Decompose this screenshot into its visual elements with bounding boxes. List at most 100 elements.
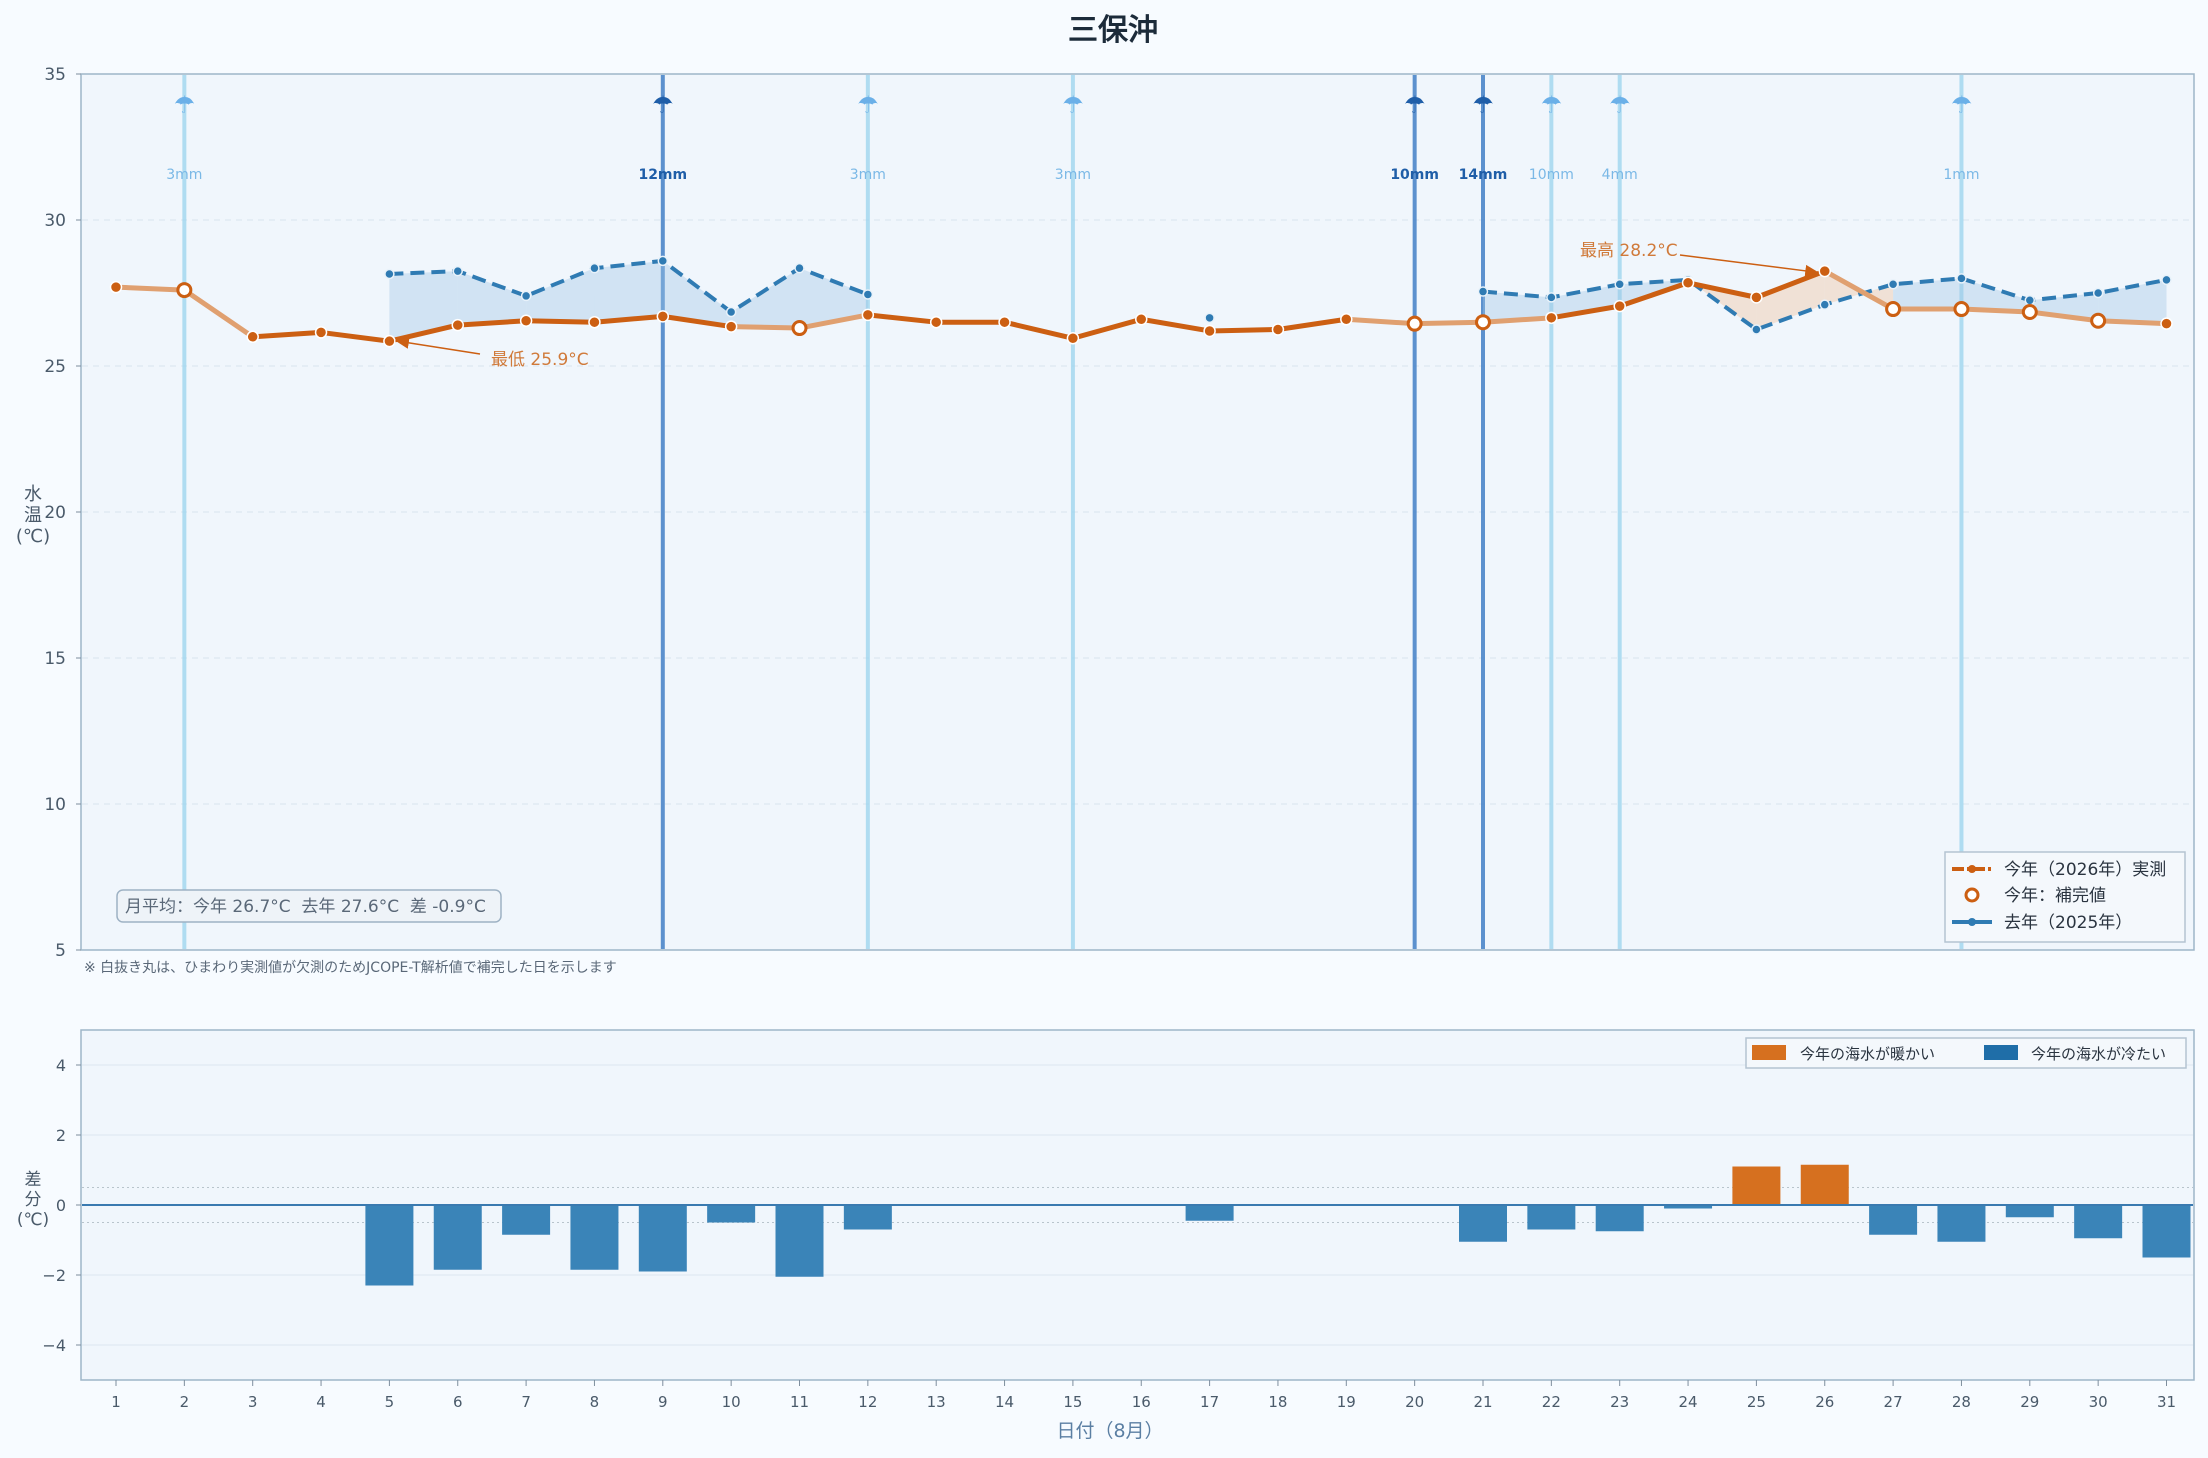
y-tick-label: 4: [56, 1056, 66, 1075]
umbrella-icon: ☂: [857, 91, 879, 119]
rain-amount-label: 3mm: [166, 167, 202, 183]
rain-marker-day-15: ☂ 3mm: [1055, 75, 1091, 949]
min-max-annotations: 最低 25.9°C 最高 28.2°C: [395, 241, 1819, 370]
last-year-point: [1546, 292, 1557, 303]
difference-bar-day-17: [1185, 1205, 1234, 1221]
difference-bar-day-31: [2142, 1205, 2191, 1258]
difference-legend: 今年の海水が暖かい 今年の海水が冷たい: [1745, 1037, 2187, 1069]
this-year-point: [724, 320, 738, 333]
this-year-line-segment: [1412, 319, 1486, 327]
difference-bar-day-26: [1800, 1164, 1849, 1205]
this-year-line-segment: [2027, 309, 2101, 324]
x-tick-label: 9: [658, 1393, 668, 1411]
difference-fill-segment: [662, 260, 732, 327]
difference-fill-segment: [1688, 279, 1757, 330]
temperature-legend: 今年（2026年）実測 今年：補完値 去年（2025年）: [1944, 851, 2186, 943]
umbrella-icon: ☂: [1541, 91, 1563, 119]
difference-fill-segment: [526, 268, 595, 323]
imputation-note: ※ 白抜き丸は、ひまわり実測値が欠測のためJCOPE-T解析値で補完した日を示し…: [84, 960, 617, 976]
legend-this-year-actual: 今年（2026年）実測: [1952, 860, 2166, 880]
rain-amount-label: 12mm: [638, 167, 687, 183]
this-year-point: [998, 315, 1011, 329]
x-tick-label: 23: [1610, 1393, 1629, 1411]
this-year-line-segment: [1548, 303, 1623, 321]
this-year-line-segment: [1617, 280, 1691, 309]
this-year-line-segment: [250, 329, 324, 340]
y-tick-label: −4: [42, 1336, 66, 1355]
umbrella-icon: ☂: [1609, 91, 1631, 119]
this-year-line-segment: [660, 313, 734, 330]
x-tick-label: 14: [995, 1393, 1014, 1411]
this-year-point: [1818, 264, 1831, 278]
x-tick-label: 17: [1200, 1393, 1219, 1411]
x-tick-label: 18: [1268, 1393, 1287, 1411]
rain-line: [1481, 75, 1485, 949]
this-year-point: [588, 315, 601, 329]
monthly-summary-box: 月平均：今年 26.7°C 去年 27.6°C 差 -0.9°C: [116, 889, 502, 923]
difference-fill-segment: [731, 268, 800, 329]
y-axis-label-part: (℃): [17, 1210, 49, 1230]
y-tick-label: 20: [44, 503, 66, 523]
y-tick-label: 15: [44, 649, 66, 669]
last-year-point: [862, 289, 874, 300]
x-tick-label: 3: [248, 1393, 258, 1411]
this-year-point: [1681, 276, 1695, 290]
difference-bar-day-12: [843, 1205, 892, 1230]
this-year-line-segment: [865, 312, 939, 325]
difference-fill-segment: [1961, 278, 2030, 312]
rain-line: [1070, 75, 1075, 949]
last-year-point: [2161, 274, 2172, 286]
rain-marker-day-9: ☂ 12mm: [638, 75, 687, 949]
this-year-imputed-point: [2090, 312, 2107, 329]
this-year-point: [1340, 313, 1353, 326]
last-year-point: [1477, 286, 1489, 297]
difference-bar-day-8: [570, 1205, 619, 1270]
x-tick-label: 15: [1063, 1393, 1082, 1411]
x-tick-label: 2: [180, 1393, 190, 1411]
y-tick-label: 30: [44, 211, 66, 231]
x-tick-label: 22: [1542, 1393, 1561, 1411]
this-year-series: [109, 264, 2173, 348]
legend-label-this-year-imputed: 今年：補完値: [2004, 886, 2106, 906]
this-year-point: [1135, 313, 1148, 326]
umbrella-icon: ☂: [174, 91, 196, 119]
legend-warmer: 今年の海水が暖かい: [1752, 1045, 1935, 1063]
this-year-imputed-point: [1475, 314, 1491, 331]
this-year-point: [519, 314, 533, 327]
legend-this-year-imputed: 今年：補完値: [1964, 886, 2106, 906]
rain-amount-label: 10mm: [1390, 167, 1439, 183]
difference-bar-day-22: [1527, 1205, 1576, 1230]
rain-marker-day-21: ☂ 14mm: [1459, 75, 1507, 949]
last-year-point: [1887, 278, 1899, 290]
legend-label-last-year: 去年（2025年）: [2004, 913, 2132, 933]
this-year-point: [1545, 311, 1558, 325]
legend-last-year: 去年（2025年）: [1952, 913, 2132, 933]
difference-bar-day-7: [502, 1205, 551, 1235]
x-tick-label: 6: [453, 1393, 463, 1411]
x-tick-label: 10: [722, 1393, 741, 1411]
this-year-line-segment: [523, 318, 597, 325]
this-year-line-segment: [1958, 306, 2033, 315]
this-year-line-segment: [1685, 280, 1759, 300]
y-tick-label: 2: [56, 1126, 66, 1145]
last-year-point: [2024, 295, 2036, 306]
this-year-point: [1066, 332, 1080, 345]
last-year-point: [794, 262, 805, 274]
difference-bar-day-11: [775, 1205, 824, 1277]
rain-line: [660, 75, 665, 949]
monthly-summary-text: 月平均：今年 26.7°C 去年 27.6°C 差 -0.9°C: [125, 897, 486, 917]
this-year-imputed-point: [2021, 303, 2038, 320]
this-year-line-segment: [1138, 316, 1213, 334]
rain-line: [182, 75, 187, 949]
difference-bar-day-24: [1664, 1205, 1713, 1209]
difference-fill-segment: [1893, 278, 1962, 310]
difference-bar-day-27: [1869, 1205, 1918, 1235]
difference-fill-segment: [389, 271, 458, 342]
this-year-line-segment: [1002, 319, 1076, 341]
x-tick-label: 19: [1337, 1393, 1356, 1411]
y-axis-label-part: 水: [24, 484, 42, 505]
difference-bar-day-28: [1937, 1205, 1986, 1242]
difference-fill-segment: [799, 268, 868, 329]
this-year-imputed-point: [1406, 315, 1423, 332]
